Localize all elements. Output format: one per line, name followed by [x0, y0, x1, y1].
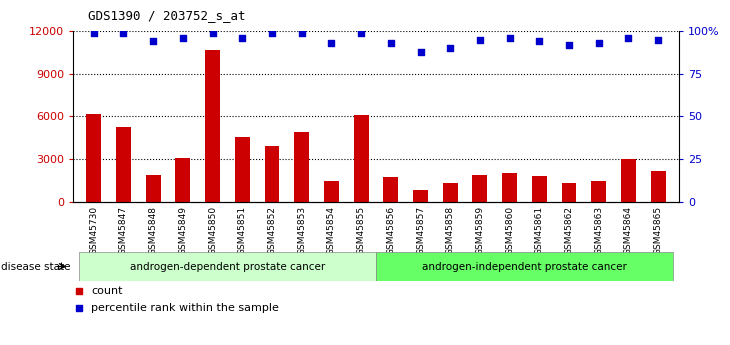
Point	[88, 30, 99, 36]
Bar	[294, 132, 309, 202]
Text: GSM45851: GSM45851	[238, 206, 247, 255]
Text: GSM45861: GSM45861	[535, 206, 544, 255]
Bar	[650, 170, 666, 202]
Bar	[205, 50, 220, 202]
Point	[326, 40, 337, 46]
Point	[563, 42, 575, 48]
Text: GSM45863: GSM45863	[594, 206, 603, 255]
Point	[593, 40, 604, 46]
Point	[237, 35, 248, 41]
Text: GSM45852: GSM45852	[267, 206, 277, 255]
Text: GSM45848: GSM45848	[149, 206, 158, 255]
Bar	[502, 173, 517, 202]
Bar	[561, 183, 577, 202]
Text: GSM45856: GSM45856	[386, 206, 396, 255]
Point	[177, 35, 189, 41]
Text: GSM45847: GSM45847	[119, 206, 128, 255]
Bar	[353, 115, 369, 202]
Text: GSM45857: GSM45857	[416, 206, 425, 255]
Point	[623, 35, 634, 41]
Point	[147, 39, 159, 44]
Point	[296, 30, 307, 36]
Point	[504, 35, 515, 41]
Text: GSM45864: GSM45864	[624, 206, 633, 255]
Bar	[235, 137, 250, 202]
Text: GSM45865: GSM45865	[653, 206, 663, 255]
Bar	[324, 181, 339, 202]
Point	[266, 30, 278, 36]
Text: GSM45862: GSM45862	[564, 206, 574, 255]
Text: androgen-independent prostate cancer: androgen-independent prostate cancer	[422, 262, 627, 272]
Text: GDS1390 / 203752_s_at: GDS1390 / 203752_s_at	[88, 9, 245, 22]
Point	[73, 305, 85, 311]
Point	[415, 49, 426, 54]
Bar	[264, 146, 280, 202]
Point	[118, 30, 129, 36]
Bar	[146, 175, 161, 202]
Bar	[116, 127, 131, 202]
Bar	[86, 114, 101, 202]
Text: androgen-dependent prostate cancer: androgen-dependent prostate cancer	[130, 262, 325, 272]
Bar	[621, 159, 636, 202]
Text: GSM45859: GSM45859	[475, 206, 485, 255]
Text: percentile rank within the sample: percentile rank within the sample	[91, 303, 279, 313]
Point	[474, 37, 485, 42]
Text: GSM45730: GSM45730	[89, 206, 99, 255]
Text: GSM45854: GSM45854	[327, 206, 336, 255]
Text: GSM45850: GSM45850	[208, 206, 217, 255]
Text: count: count	[91, 286, 123, 296]
Text: disease state: disease state	[1, 262, 70, 272]
Point	[385, 40, 396, 46]
Text: GSM45860: GSM45860	[505, 206, 514, 255]
Bar	[591, 181, 606, 202]
Point	[653, 37, 664, 42]
Bar	[175, 158, 191, 202]
Point	[534, 39, 545, 44]
Bar	[472, 175, 488, 202]
Bar	[532, 176, 547, 202]
Text: GSM45853: GSM45853	[297, 206, 306, 255]
Point	[73, 288, 85, 294]
Bar	[443, 183, 458, 202]
Bar	[376, 252, 673, 281]
Bar	[413, 190, 428, 202]
Point	[445, 45, 456, 51]
Bar	[79, 252, 376, 281]
Point	[356, 30, 367, 36]
Text: GSM45855: GSM45855	[356, 206, 366, 255]
Text: GSM45849: GSM45849	[178, 206, 188, 255]
Point	[207, 30, 218, 36]
Text: GSM45858: GSM45858	[446, 206, 455, 255]
Bar	[383, 177, 399, 202]
